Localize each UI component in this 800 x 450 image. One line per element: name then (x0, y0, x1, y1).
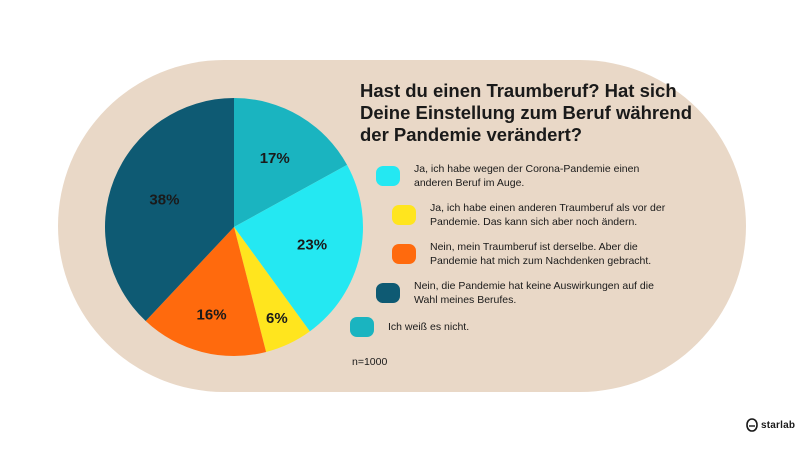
pie-slice-1 (234, 164, 363, 332)
legend-label-2: Nein, mein Traumberuf ist derselbe. Aber… (430, 241, 652, 267)
legend-label-4: Ich weiß es nicht. (388, 321, 470, 333)
legend-label-1: Ja, ich habe einen anderen Traumberuf al… (430, 202, 666, 228)
sample-size-label: n=1000 (352, 356, 388, 368)
legend-item-3: Nein, die Pandemie hat keine Auswirkunge… (376, 279, 654, 307)
legend-swatch-3 (376, 283, 400, 303)
logo-text: starlab (761, 419, 796, 431)
legend-swatch-1 (392, 205, 416, 225)
legend-swatch-0 (376, 166, 400, 186)
legend-item-1: Ja, ich habe einen anderen Traumberuf al… (392, 201, 670, 229)
legend-swatch-4 (350, 317, 374, 337)
starlab-logo: starlab (746, 418, 795, 432)
legend-item-0: Ja, ich habe wegen der Corona-Pandemie e… (376, 162, 654, 190)
legend-label-0: Ja, ich habe wegen der Corona-Pandemie e… (414, 163, 640, 189)
pie-slice-0 (234, 98, 348, 227)
legend-item-2: Nein, mein Traumberuf ist derselbe. Aber… (392, 240, 670, 268)
pie-slice-4 (104, 98, 234, 322)
slice-label-3: 16% (197, 306, 227, 323)
slice-label-2: 6% (266, 310, 288, 327)
legend-label-3: Nein, die Pandemie hat keine Auswirkunge… (414, 280, 654, 306)
slice-label-0: 17% (260, 150, 290, 167)
pie-slice-3 (145, 227, 267, 356)
chart-title: Hast du einen Traumberuf? Hat sich Deine… (360, 80, 693, 145)
legend-swatch-2 (392, 244, 416, 264)
legend-item-4: Ich weiß es nicht. (350, 317, 628, 337)
pie-slice-2 (234, 227, 310, 352)
starlab-logo-icon (746, 418, 758, 432)
slice-label-4: 38% (149, 191, 179, 208)
slice-label-1: 23% (297, 236, 327, 253)
